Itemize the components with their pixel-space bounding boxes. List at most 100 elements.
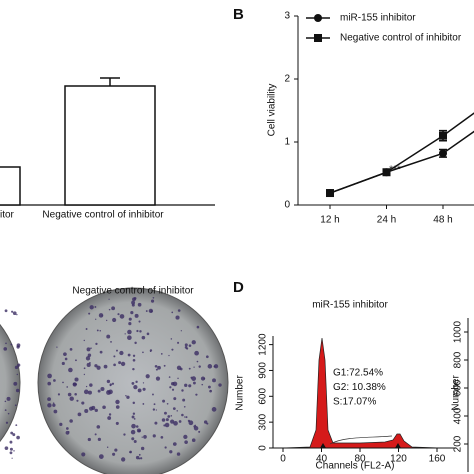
colony <box>87 390 92 395</box>
colony <box>136 329 139 333</box>
colony <box>130 310 134 315</box>
colony <box>113 355 116 358</box>
x-tick-label: 40 <box>316 454 328 465</box>
x-tick-label: 48 h <box>433 215 452 226</box>
colony <box>175 315 180 320</box>
marker <box>439 131 447 140</box>
stat-label: S:17.07% <box>333 397 376 408</box>
colony <box>74 392 77 396</box>
colony <box>97 389 101 393</box>
colony <box>218 383 222 387</box>
colony <box>14 365 19 370</box>
colony <box>152 296 155 299</box>
colony <box>83 339 85 342</box>
colony <box>173 397 177 401</box>
colony <box>115 421 119 425</box>
colony <box>172 442 177 446</box>
colony <box>176 410 178 412</box>
colony <box>88 406 94 411</box>
colony <box>6 396 11 401</box>
colony <box>112 317 117 323</box>
histogram <box>282 337 441 449</box>
colony <box>52 402 55 404</box>
colony <box>164 422 170 428</box>
colony <box>153 403 156 406</box>
colony <box>47 373 52 379</box>
colony <box>183 406 186 408</box>
colony <box>200 376 206 381</box>
colony <box>194 350 199 356</box>
colony <box>154 364 158 368</box>
colony <box>164 446 167 449</box>
colony <box>152 434 156 438</box>
colony <box>61 361 65 366</box>
colony <box>160 435 164 439</box>
colony <box>114 448 118 452</box>
colony <box>15 424 18 427</box>
legend-label: Negative control of inhibitor <box>340 33 462 44</box>
category-label: Negative control of inhibitor <box>42 210 164 221</box>
line <box>329 112 474 194</box>
colony <box>146 332 150 336</box>
colony <box>16 345 20 349</box>
colony <box>142 382 145 384</box>
colony <box>7 412 10 415</box>
colony <box>53 409 58 414</box>
colony <box>162 399 166 403</box>
colony <box>168 354 170 357</box>
colony <box>172 381 178 387</box>
colony <box>186 347 189 350</box>
colony <box>169 386 172 389</box>
colony <box>203 420 208 424</box>
colony <box>167 415 171 418</box>
colony <box>9 440 13 444</box>
y-tick-label: 0 <box>284 200 290 211</box>
colony <box>172 407 176 410</box>
colony <box>133 440 137 444</box>
x-tick-label: 80 <box>354 454 366 465</box>
colony <box>83 389 89 395</box>
colony <box>85 328 88 330</box>
colony <box>212 378 216 383</box>
colony <box>108 389 113 395</box>
colony <box>163 364 166 367</box>
colony <box>131 415 135 419</box>
marker <box>314 34 322 42</box>
colony <box>138 320 141 323</box>
colony <box>87 437 91 442</box>
colony <box>17 363 21 367</box>
colony <box>4 400 7 403</box>
colony <box>184 383 188 387</box>
colony <box>150 299 155 303</box>
y-tick-label: 1000 <box>453 320 464 343</box>
colony <box>108 413 112 416</box>
colony <box>184 416 186 418</box>
colony <box>184 343 188 347</box>
colony <box>142 387 146 391</box>
colony <box>140 457 143 460</box>
colony <box>118 361 122 365</box>
y-tick-label: 900 <box>258 362 269 379</box>
colony <box>132 354 136 357</box>
colony <box>16 314 18 316</box>
error-bar-a <box>100 77 120 86</box>
y-tick-label: 600 <box>258 388 269 405</box>
colony <box>141 436 143 438</box>
colony <box>106 319 108 322</box>
colony <box>121 457 126 462</box>
colony <box>10 343 13 346</box>
y-tick-label: 800 <box>453 351 464 368</box>
colony <box>112 452 116 456</box>
x-tick-label: 12 h <box>320 215 339 226</box>
colony <box>108 308 111 311</box>
colony <box>107 416 112 420</box>
bar-a <box>0 166 21 206</box>
colony <box>181 389 184 392</box>
colony <box>98 454 104 459</box>
legend-label: miR-155 inhibitor <box>340 13 416 24</box>
colony <box>205 355 209 359</box>
colony <box>137 302 142 307</box>
y-tick-label: 0 <box>258 445 269 451</box>
